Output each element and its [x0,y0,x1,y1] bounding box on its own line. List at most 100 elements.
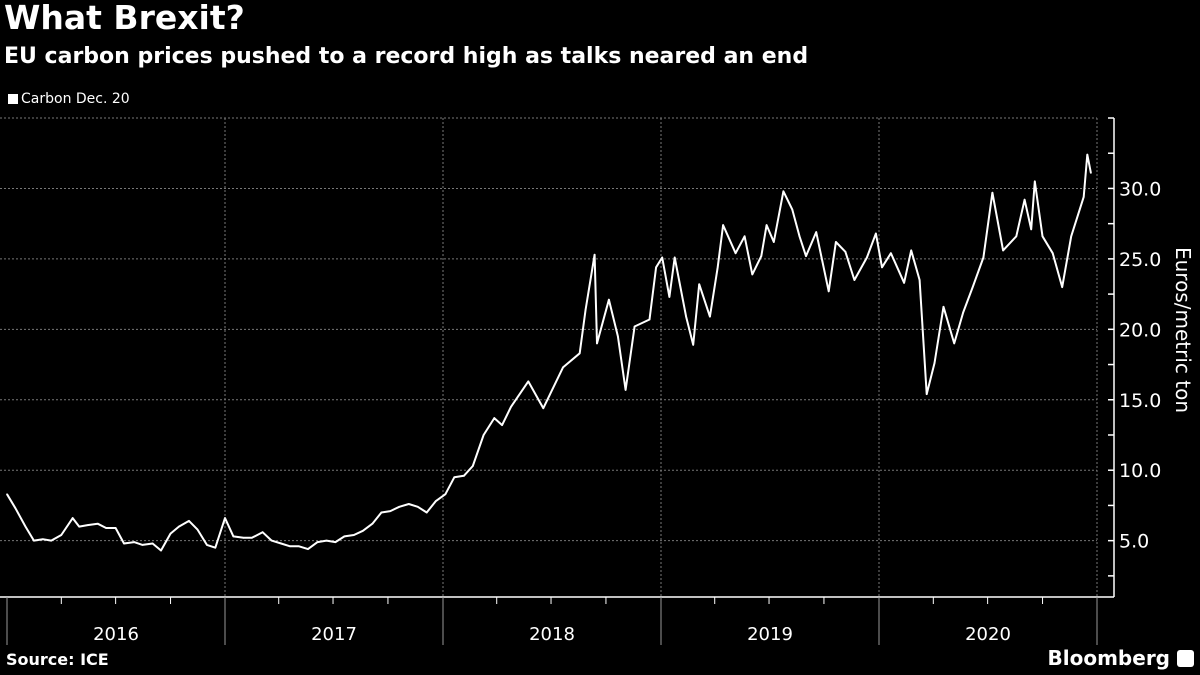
data-point [751,273,754,276]
bloomberg-chart-icon [1177,650,1194,667]
data-point [86,524,89,526]
data-point [1023,198,1026,201]
data-point [875,232,877,235]
data-point [910,249,913,252]
data-point [596,342,598,345]
data-point [434,500,437,503]
data-point [416,506,419,508]
data-point [105,527,107,529]
data-point [991,191,994,194]
data-point [933,362,936,364]
data-point [6,493,8,495]
data-point [1051,252,1054,255]
data-point [270,539,273,542]
data-point [14,507,17,510]
data-point [510,406,512,408]
data-point [133,541,135,543]
data-point [1086,153,1089,156]
data-point [71,517,74,519]
chart-subtitle: EU carbon prices pushed to a record high… [4,44,809,69]
data-point [371,522,374,525]
data-point [1002,249,1004,252]
data-point [953,342,956,345]
data-point [398,506,401,508]
data-point [196,528,199,531]
data-point [444,493,447,495]
data-point [96,522,99,525]
data-point [1061,286,1064,288]
data-point [608,298,610,301]
data-point [307,548,309,550]
data-point [1090,172,1092,174]
data-point [890,252,892,255]
data-point [42,538,44,541]
data-point [584,308,587,311]
data-point [722,224,724,226]
data-point [206,544,208,546]
data-point [224,517,226,519]
data-point [624,389,627,391]
data-point [151,542,154,545]
data-point [648,318,651,321]
data-point [160,549,162,552]
data-point [844,251,847,253]
data-point [188,520,190,522]
data-point [782,190,785,193]
data-point [343,535,346,538]
data-point [562,366,564,369]
data-point [280,542,282,545]
x-tick-label: 2018 [529,624,575,645]
data-point [1082,196,1085,198]
data-point [692,344,695,346]
data-point [962,311,964,314]
y-tick-label: 15.0 [1119,390,1161,412]
data-point [617,335,619,338]
data-point [251,537,253,539]
data-point [685,315,687,318]
chart-title: What Brexit? [4,0,245,37]
data-point [542,407,545,410]
data-point [261,531,264,533]
data-point [673,256,676,259]
data-point [1030,228,1032,231]
data-point [698,283,700,286]
data-point [942,305,945,308]
x-tick-label: 2016 [93,624,139,645]
data-point [50,539,52,542]
legend-swatch [8,94,18,104]
data-point [389,510,392,512]
data-point [242,537,245,539]
data-point [815,231,817,233]
data-point [353,534,355,536]
data-point [24,525,27,528]
data-point [578,352,581,355]
y-tick-label: 5.0 [1119,531,1149,553]
data-point [773,241,775,243]
data-point [482,434,485,436]
data-point [362,529,364,532]
data-point [463,475,465,477]
x-tick-label: 2017 [311,624,357,645]
data-point [765,224,768,226]
series-line-carbon-dec-20 [6,153,1092,552]
source-note: Source: ICE [6,650,109,669]
data-point [493,417,496,419]
bloomberg-logo: Bloomberg [1047,646,1170,670]
data-point [734,252,737,255]
data-point [408,503,410,505]
data-point [380,511,383,514]
data-point [325,539,328,542]
x-tick-label: 2019 [747,624,793,645]
data-point [982,256,985,259]
data-point [633,325,636,328]
data-point [716,266,719,269]
data-point [918,279,921,281]
data-point [668,296,671,298]
data-point [1041,235,1044,238]
data-point [472,465,474,467]
legend-label: Carbon Dec. 20 [21,91,130,107]
data-point [501,424,503,426]
data-point [661,256,663,259]
y-tick-label: 20.0 [1119,319,1161,341]
legend: Carbon Dec. 20 [8,91,130,107]
